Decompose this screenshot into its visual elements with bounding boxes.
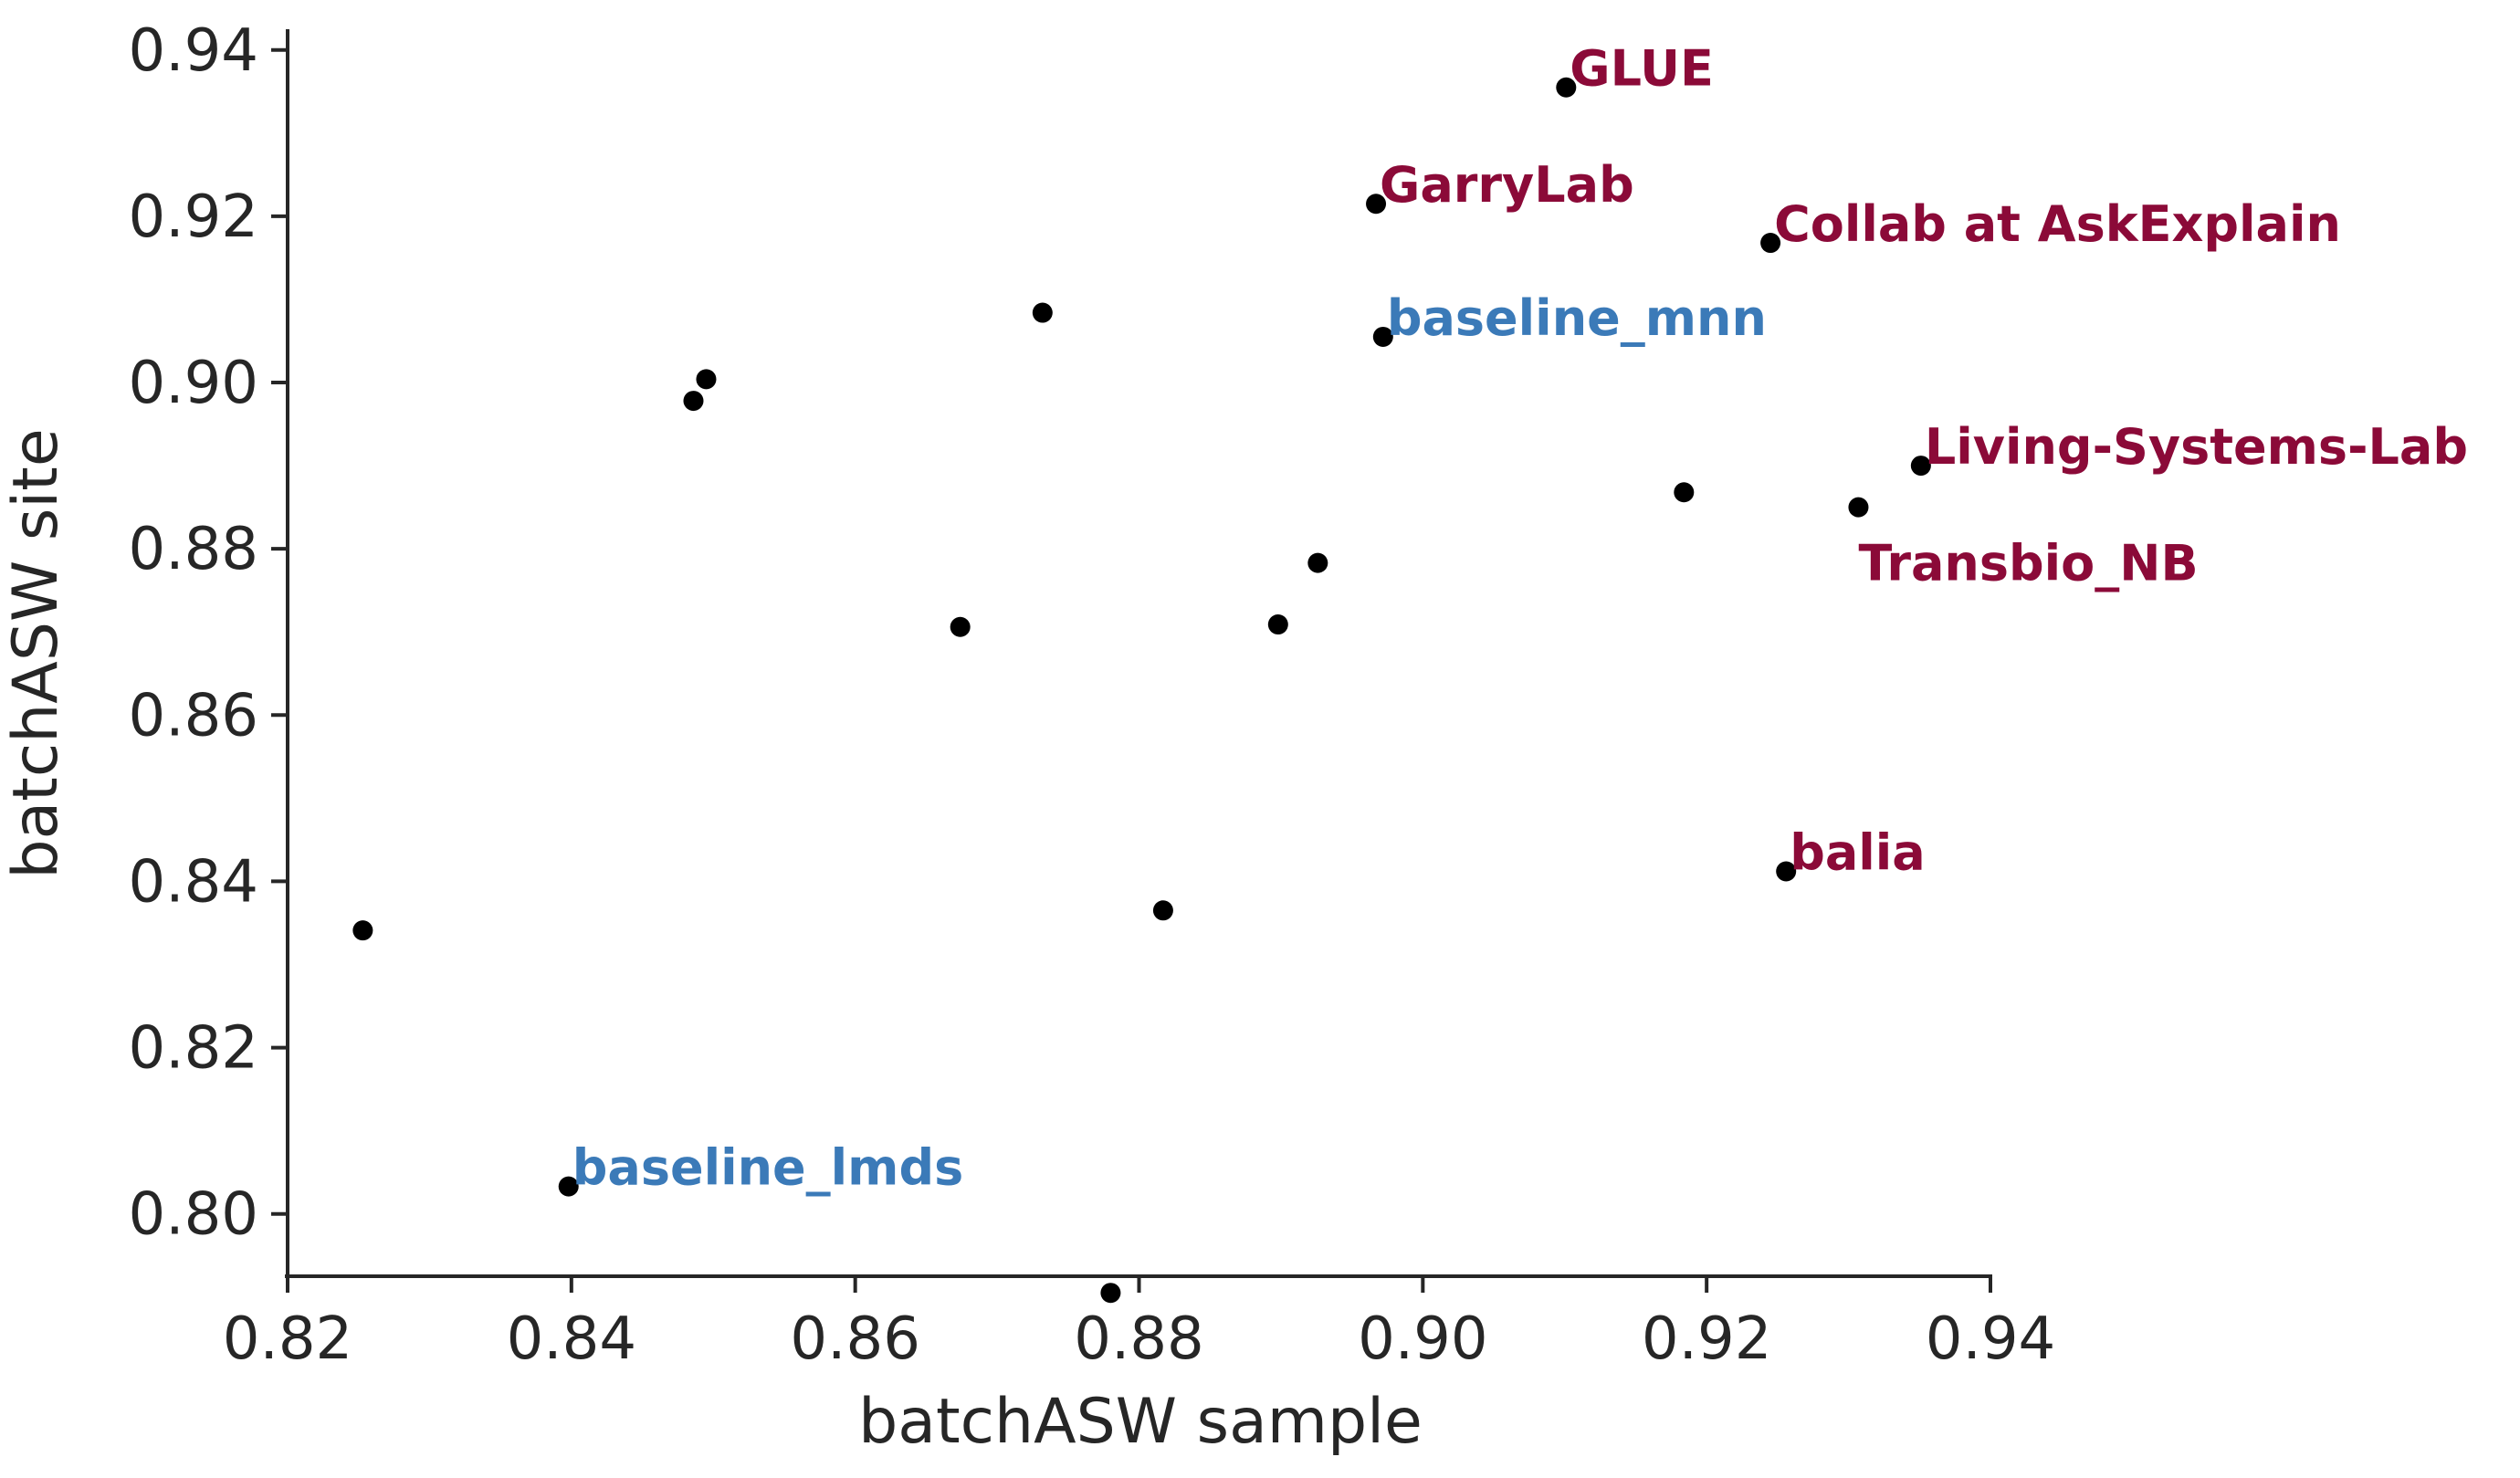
data-point [696, 369, 717, 390]
data-point [1674, 482, 1695, 503]
y-tick-label: 0.86 [129, 682, 259, 749]
point-label: GLUE [1570, 40, 1714, 98]
x-tick-label: 0.86 [790, 1305, 920, 1373]
data-point [1032, 302, 1053, 323]
x-tick-label: 0.88 [1074, 1305, 1204, 1373]
y-ticks: 0.80 0.82 0.84 0.86 0.88 0.90 0.92 0.94 [129, 17, 288, 1249]
point-label: balia [1790, 824, 1926, 882]
y-tick-label: 0.94 [129, 17, 259, 85]
y-axis-title: batchASW site [0, 428, 72, 878]
point-label: Living-Systems-Lab [1925, 418, 2468, 476]
data-point [1910, 456, 1931, 477]
data-point [558, 1176, 579, 1197]
axes: 0.82 0.84 0.86 0.88 0.90 0.92 0.94 0.800.820.8… [0, 17, 2055, 1458]
x-tick-label: 0.82 [223, 1305, 353, 1373]
data-point [1760, 233, 1781, 254]
data-point [1372, 326, 1393, 347]
x-tick-label: 0.94 [1926, 1305, 2056, 1373]
point-label: baseline_mnn [1387, 289, 1767, 347]
y-tick-label: 0.90 [129, 350, 259, 417]
y-tick-label: 0.82 [129, 1015, 259, 1083]
x-tick-label: 0.92 [1642, 1305, 1772, 1373]
x-tick-label: 0.90 [1358, 1305, 1488, 1373]
data-point [1848, 497, 1869, 518]
point-label: GarryLab [1380, 156, 1634, 214]
data-point [352, 920, 373, 941]
data-point [683, 391, 704, 412]
y-tick-label: 0.88 [129, 516, 259, 583]
data-point [1267, 614, 1288, 635]
data-point [1307, 552, 1328, 573]
data-point [1776, 861, 1797, 882]
data-point [1100, 1283, 1121, 1304]
data-point [1152, 900, 1173, 921]
point-label: Transbio_NB [1858, 535, 2198, 592]
data-point [950, 616, 971, 637]
data-point [1366, 194, 1387, 215]
y-tick-label: 0.80 [129, 1181, 259, 1249]
y-tick-label: 0.92 [129, 183, 259, 251]
x-tick-label: 0.84 [507, 1305, 637, 1373]
x-ticks: 0.82 0.84 0.86 0.88 0.90 0.92 0.94 [223, 1276, 2056, 1373]
data-point [1556, 77, 1577, 98]
point-label: Collab at AskExplain [1774, 195, 2341, 253]
x-axis-title: batchASW sample [858, 1386, 1423, 1458]
y-tick-label: 0.84 [129, 848, 259, 916]
point-label: baseline_lmds [572, 1139, 964, 1197]
